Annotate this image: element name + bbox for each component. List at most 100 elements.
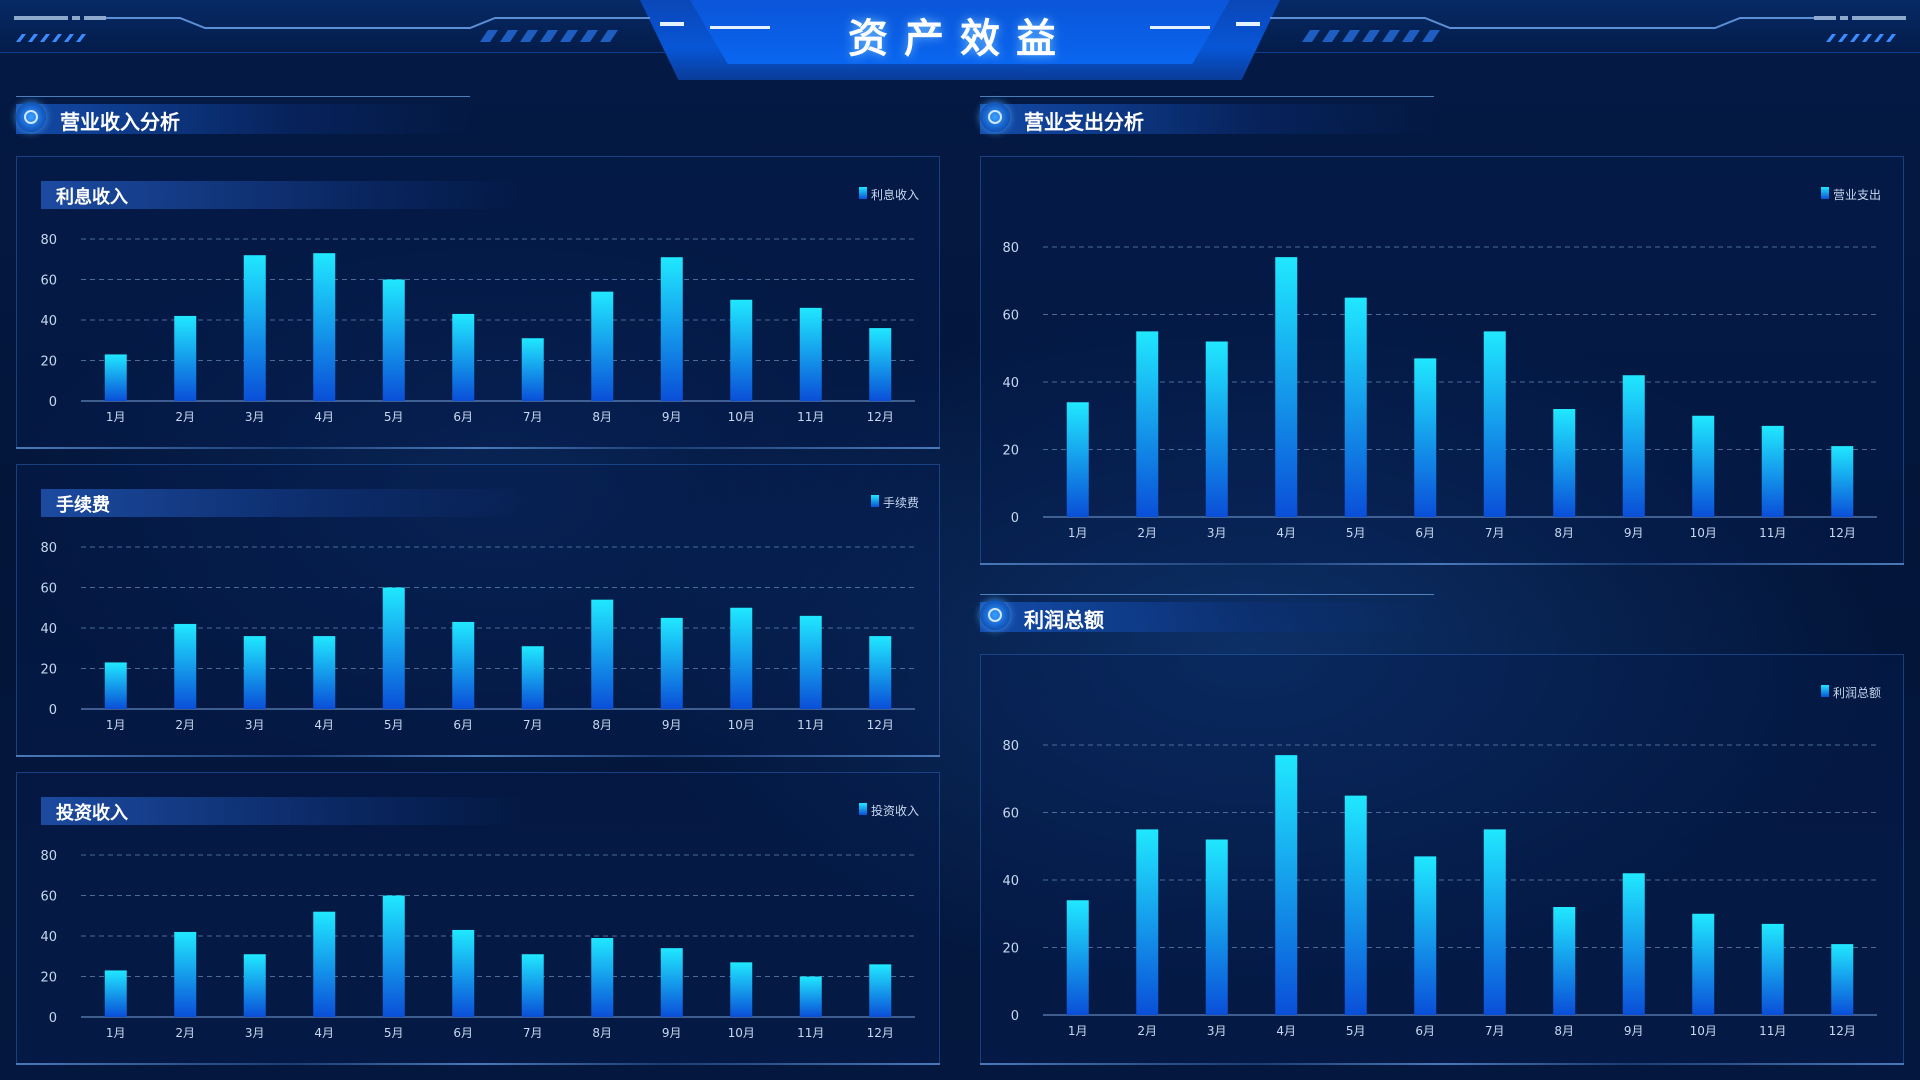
bar bbox=[1483, 331, 1506, 517]
y-tick-label: 40 bbox=[1002, 376, 1019, 391]
bar bbox=[730, 607, 753, 709]
expense-section-title: 营业支出分析 bbox=[1024, 110, 1144, 134]
x-tick-label: 8月 bbox=[1554, 1024, 1574, 1038]
x-tick-label: 11月 bbox=[797, 1026, 824, 1040]
y-tick-label: 40 bbox=[40, 622, 57, 637]
bar bbox=[1414, 358, 1437, 517]
x-tick-label: 10月 bbox=[728, 410, 755, 424]
chart-title-bar: 手续费 bbox=[41, 489, 521, 517]
bar bbox=[382, 895, 405, 1017]
x-tick-label: 8月 bbox=[592, 410, 612, 424]
bar bbox=[313, 911, 336, 1017]
x-tick-label: 3月 bbox=[1207, 1024, 1227, 1038]
x-tick-label: 11月 bbox=[797, 718, 824, 732]
bar bbox=[1344, 297, 1367, 517]
x-tick-label: 1月 bbox=[106, 1026, 126, 1040]
bar bbox=[730, 299, 753, 401]
x-tick-label: 5月 bbox=[1346, 1024, 1366, 1038]
bar bbox=[869, 328, 892, 401]
x-tick-label: 10月 bbox=[728, 1026, 755, 1040]
y-tick-label: 80 bbox=[40, 541, 57, 556]
invest-chart-title: 投资收入 bbox=[56, 803, 128, 824]
bar bbox=[1205, 341, 1228, 517]
x-tick-label: 7月 bbox=[523, 718, 543, 732]
x-tick-label: 6月 bbox=[1415, 526, 1435, 540]
page-title: 资产效益 bbox=[848, 16, 1072, 62]
bar bbox=[174, 315, 197, 401]
income-section-title: 营业收入分析 bbox=[60, 110, 180, 134]
section-gear-icon bbox=[16, 102, 46, 132]
x-tick-label: 3月 bbox=[1207, 526, 1227, 540]
bar bbox=[1831, 944, 1854, 1015]
header-center-inner bbox=[690, 0, 1230, 64]
bar bbox=[660, 948, 683, 1017]
bar bbox=[174, 931, 197, 1017]
profit-chart-panel: 0 20 40 60 80 1月 2月 3月 4月 5月 6月 7月 8月 9月 10月 11月 12月 利润总额 bbox=[980, 654, 1904, 1065]
y-tick-label: 60 bbox=[1002, 807, 1019, 822]
bar bbox=[382, 279, 405, 401]
interest-chart-panel: 利息收入 0 20 40 60 80 1月 2月 3月 4月 5月 6月 7月 8月 9月 10月 11月 12… bbox=[16, 156, 940, 449]
profit-section-title: 利润总额 bbox=[1024, 608, 1104, 632]
legend-label: 营业支出 bbox=[1833, 188, 1881, 202]
bar bbox=[452, 313, 475, 401]
y-tick-label: 20 bbox=[40, 355, 57, 370]
bar bbox=[1136, 331, 1159, 517]
legend-label: 手续费 bbox=[883, 496, 919, 510]
income-section-line bbox=[16, 96, 470, 97]
profit-section-header: 利润总额 bbox=[980, 600, 1434, 632]
bar bbox=[1066, 900, 1089, 1015]
x-tick-label: 7月 bbox=[523, 1026, 543, 1040]
bar bbox=[1553, 907, 1576, 1015]
x-tick-label: 6月 bbox=[453, 410, 473, 424]
x-tick-label: 4月 bbox=[1276, 526, 1296, 540]
legend-swatch bbox=[859, 187, 867, 199]
x-tick-label: 1月 bbox=[106, 718, 126, 732]
bar bbox=[382, 587, 405, 709]
x-tick-label: 3月 bbox=[245, 410, 265, 424]
header-right-deco bbox=[1150, 16, 1906, 42]
y-tick-label: 40 bbox=[40, 314, 57, 329]
bar bbox=[174, 623, 197, 709]
y-tick-label: 20 bbox=[40, 971, 57, 986]
x-tick-label: 2月 bbox=[175, 1026, 195, 1040]
legend-label: 投资收入 bbox=[871, 803, 919, 818]
x-tick-label: 2月 bbox=[1137, 526, 1157, 540]
interest-bar-chart: 0 20 40 60 80 1月 2月 3月 4月 5月 6月 7月 8月 9月 10月 11月 12月 利息收入 bbox=[40, 187, 919, 424]
y-tick-label: 80 bbox=[1002, 739, 1019, 754]
bar bbox=[1066, 402, 1089, 517]
x-tick-label: 12月 bbox=[867, 718, 894, 732]
profit-bar-chart: 0 20 40 60 80 1月 2月 3月 4月 5月 6月 7月 8月 9月 10月 11月 12月 利润总额 bbox=[1002, 685, 1881, 1038]
legend-swatch bbox=[1821, 187, 1829, 199]
chart-title-bar: 利息收入 bbox=[41, 181, 521, 209]
bar bbox=[243, 255, 266, 401]
bar bbox=[591, 938, 614, 1017]
y-tick-label: 0 bbox=[49, 1011, 57, 1026]
bar bbox=[243, 954, 266, 1017]
bar bbox=[521, 954, 544, 1017]
x-tick-label: 3月 bbox=[245, 1026, 265, 1040]
x-tick-label: 7月 bbox=[523, 410, 543, 424]
x-tick-label: 10月 bbox=[1690, 1024, 1717, 1038]
bar bbox=[1622, 873, 1645, 1015]
section-gear-icon bbox=[980, 102, 1010, 132]
x-tick-label: 1月 bbox=[1068, 526, 1088, 540]
chart-title-bar: 投资收入 bbox=[41, 797, 521, 825]
bar bbox=[1275, 257, 1298, 517]
x-tick-label: 6月 bbox=[1415, 1024, 1435, 1038]
bar bbox=[1553, 409, 1576, 517]
x-tick-label: 5月 bbox=[1346, 526, 1366, 540]
y-tick-label: 60 bbox=[40, 890, 57, 905]
bar bbox=[1344, 795, 1367, 1015]
legend-swatch bbox=[871, 495, 879, 507]
income-section-header: 营业收入分析 bbox=[16, 102, 470, 134]
y-tick-label: 60 bbox=[40, 582, 57, 597]
bar bbox=[1483, 829, 1506, 1015]
legend-swatch bbox=[859, 803, 867, 815]
y-tick-label: 40 bbox=[40, 930, 57, 945]
y-tick-label: 80 bbox=[40, 849, 57, 864]
x-tick-label: 5月 bbox=[384, 410, 404, 424]
section-gear-icon bbox=[980, 600, 1010, 630]
x-tick-label: 7月 bbox=[1485, 526, 1505, 540]
x-tick-label: 3月 bbox=[245, 718, 265, 732]
x-tick-label: 8月 bbox=[1554, 526, 1574, 540]
